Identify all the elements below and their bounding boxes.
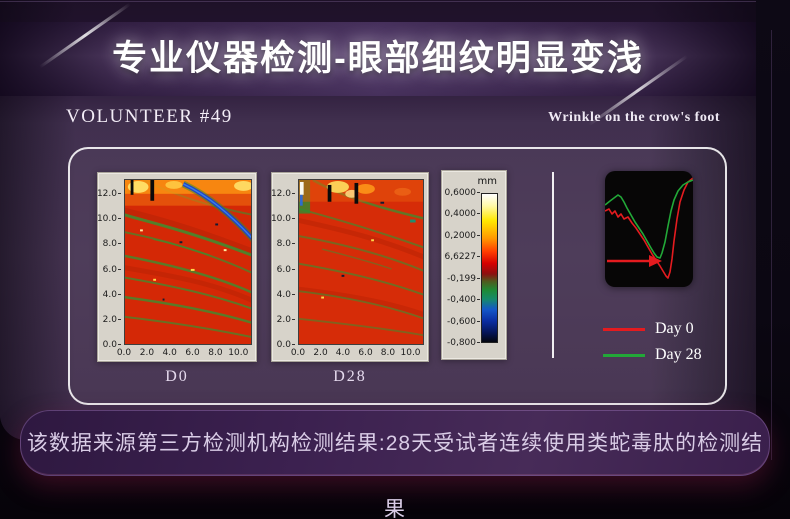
top-edge-highlight: [0, 1, 756, 2]
day28-curve: [605, 179, 693, 259]
heatmap-d28-x-axis: 0.0 2.0 4.0 6.0 8.0 10.0: [291, 347, 424, 360]
legend-item-day0: Day 0: [603, 320, 743, 338]
legend-swatch-day0: [603, 327, 645, 331]
colorbar-panel: mm 0,6000 0,4000 0,2000 6,6227 -0,199 -0…: [441, 170, 507, 360]
day0-curve: [605, 177, 693, 279]
footer-note: 该数据来源第三方检测机构检测结果:28天受试者连续使用类蛇毒肽的检测结果: [26, 432, 764, 519]
colorbar-tick-label: 0,2000: [445, 231, 481, 241]
x-tick-label: 4.0: [162, 348, 177, 358]
right-edge-highlight: [771, 30, 772, 460]
x-tick-label: 8.0: [208, 348, 223, 358]
colorbar-tick-label: -0,600: [447, 317, 480, 327]
crows-foot-caption: Wrinkle on the crow's foot: [548, 110, 720, 125]
page-title: 专业仪器检测-眼部细纹明显变浅: [112, 39, 644, 78]
heatmap-d0-x-axis: 0.0 2.0 4.0 6.0 8.0 10.0: [117, 347, 252, 360]
wrinkle-profile-graphic: [605, 177, 693, 279]
colorbar-tick-label: -0,800: [447, 338, 480, 348]
colorbar-tick-label: 0,6000: [445, 188, 481, 198]
y-tick-label: 12.0: [97, 189, 121, 199]
volunteer-label: VOLUNTEER #49: [66, 106, 233, 127]
x-tick-label: 0.0: [116, 348, 132, 358]
title-banner: 专业仪器检测-眼部细纹明显变浅: [0, 22, 756, 96]
footer-banner: 该数据来源第三方检测机构检测结果:28天受试者连续使用类蛇毒肽的检测结果: [20, 410, 770, 519]
y-tick-label: 10.0: [97, 214, 121, 224]
heatmap-image-d28: [298, 179, 424, 345]
legend-label-day0: Day 0: [655, 320, 694, 337]
heatmap-d0-y-axis: 12.0 10.0 8.0 6.0 4.0 2.0 0.0: [97, 179, 123, 350]
x-tick-label: 6.0: [358, 348, 373, 358]
x-tick-label: 0.0: [290, 348, 306, 358]
colorbar-unit-label: mm: [477, 176, 497, 187]
wrinkle-profile-chart: [605, 171, 693, 287]
heatmap-d0-graphic: [125, 180, 251, 344]
trough-arrow-head: [649, 255, 662, 267]
y-tick-label: 4.0: [277, 290, 295, 300]
legend-swatch-day28: [603, 353, 645, 357]
x-tick-label: 10.0: [228, 348, 249, 358]
y-tick-label: 10.0: [271, 214, 295, 224]
colorbar-tick-label: -0,400: [447, 295, 480, 305]
colorbar-tick-label: -0,199: [447, 274, 480, 284]
legend-item-day28: Day 28: [603, 346, 743, 364]
heatmap-panel-d28: 12.0 10.0 8.0 6.0 4.0 2.0 0.0: [271, 172, 429, 362]
heatmap-d28-y-axis: 12.0 10.0 8.0 6.0 4.0 2.0 0.0: [271, 179, 297, 350]
x-tick-label: 8.0: [380, 348, 396, 358]
y-tick-label: 2.0: [103, 315, 121, 325]
x-tick-label: 6.0: [185, 348, 200, 358]
heatmap-caption-d28: D28: [333, 368, 367, 385]
y-tick-label: 0.0: [103, 340, 121, 350]
heatmap-d28-graphic: [299, 180, 423, 344]
legend: Day 0 Day 28: [603, 320, 743, 372]
colorbar-scale: [481, 193, 498, 343]
x-tick-label: 10.0: [400, 348, 421, 358]
y-tick-label: 6.0: [103, 265, 121, 275]
heatmap-panel-d0: 12.0 10.0 8.0 6.0 4.0 2.0 0.0: [97, 172, 257, 362]
y-tick-label: 8.0: [277, 239, 295, 249]
section-divider: [552, 172, 554, 358]
heatmap-caption-d0: D0: [165, 368, 189, 385]
y-tick-label: 6.0: [277, 265, 295, 275]
y-tick-label: 4.0: [103, 290, 121, 300]
x-tick-label: 2.0: [313, 348, 328, 358]
colorbar-tick-label: 0,4000: [445, 209, 481, 219]
y-tick-label: 2.0: [277, 315, 295, 325]
y-tick-label: 0.0: [277, 340, 295, 350]
heatmap-image-d0: [124, 179, 252, 345]
x-tick-label: 2.0: [139, 348, 155, 358]
legend-label-day28: Day 28: [655, 346, 702, 363]
y-tick-label: 8.0: [103, 239, 121, 249]
y-tick-label: 12.0: [271, 189, 295, 199]
colorbar-tick-label: 6,6227: [445, 252, 481, 262]
x-tick-label: 4.0: [335, 348, 351, 358]
colorbar-tick-labels: 0,6000 0,4000 0,2000 6,6227 -0,199 -0,40…: [444, 188, 481, 348]
